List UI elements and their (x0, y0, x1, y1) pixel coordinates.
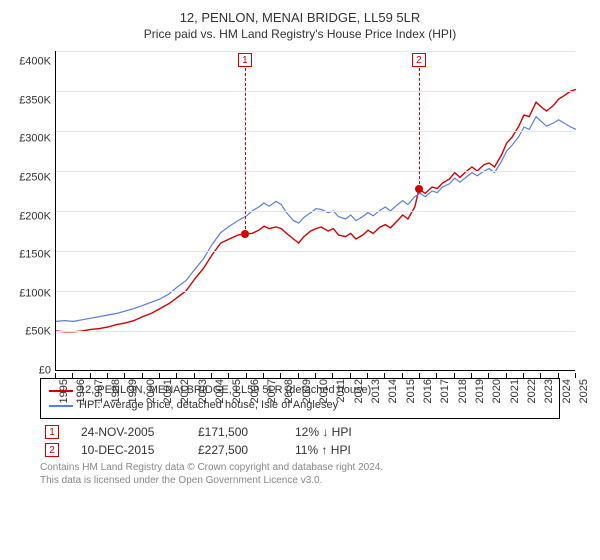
legend-label: HPI: Average price, detached house, Isle… (79, 398, 338, 413)
grid-line (56, 171, 575, 172)
chart-subtitle: Price paid vs. HM Land Registry's House … (15, 27, 585, 41)
transaction-price: £171,500 (198, 425, 273, 439)
grid-line (56, 291, 575, 292)
y-tick-label: £300K (15, 134, 55, 145)
sale-marker-dash (245, 68, 246, 234)
transaction-marker: 2 (45, 443, 59, 457)
y-tick-label: £200K (15, 211, 55, 222)
transaction-price: £227,500 (198, 443, 273, 457)
sale-marker-dot (241, 230, 249, 238)
sale-marker-box: 1 (238, 53, 252, 67)
transaction-marker: 1 (45, 425, 59, 439)
y-axis: £0£50K£100K£150K£200K£250K£300K£350K£400… (15, 51, 55, 371)
grid-line (56, 51, 575, 52)
transaction-date: 10-DEC-2015 (81, 443, 176, 457)
footer-line-1: Contains HM Land Registry data © Crown c… (40, 461, 600, 474)
sale-marker-dash (419, 68, 420, 189)
y-tick-label: £350K (15, 95, 55, 106)
grid-line (56, 211, 575, 212)
plot-area: 12 (55, 51, 575, 371)
footer-line-2: This data is licensed under the Open Gov… (40, 474, 600, 487)
transaction-pct: 11% ↑ HPI (295, 443, 375, 457)
legend: 12, PENLON, MENAI BRIDGE, LL59 5LR (deta… (40, 378, 560, 419)
legend-swatch (49, 405, 73, 407)
legend-row: 12, PENLON, MENAI BRIDGE, LL59 5LR (deta… (49, 383, 551, 398)
grid-line (56, 131, 575, 132)
y-tick-label: £250K (15, 172, 55, 183)
y-tick-label: £400K (15, 57, 55, 68)
y-tick-label: £50K (15, 327, 55, 338)
grid-line (56, 91, 575, 92)
transaction-list: 1 24-NOV-2005 £171,500 12% ↓ HPI 2 10-DEC-201… (0, 425, 600, 457)
transaction-row: 1 24-NOV-2005 £171,500 12% ↓ HPI (45, 425, 600, 439)
chart-container: £0 £50K £100K £150K £200K £250K £300K £350K £400… (15, 51, 585, 429)
y-tick-label: £100K (15, 288, 55, 299)
y-tick-label: £0 (15, 366, 55, 377)
grid-line (56, 331, 575, 332)
legend-label: 12, PENLON, MENAI BRIDGE, LL59 5LR (deta… (79, 383, 371, 398)
chart-title: 12, PENLON, MENAI BRIDGE, LL59 5LR (15, 10, 585, 25)
transaction-row: 2 10-DEC-2015 £227,500 11% ↑ HPI (45, 443, 600, 457)
sale-marker-box: 2 (412, 53, 426, 67)
footer: Contains HM Land Registry data © Crown c… (40, 461, 600, 487)
transaction-date: 24-NOV-2005 (81, 425, 176, 439)
y-tick-label: £150K (15, 250, 55, 261)
grid-line (56, 251, 575, 252)
transaction-pct: 12% ↓ HPI (295, 425, 375, 439)
sale-marker-dot (415, 185, 423, 193)
legend-swatch (49, 390, 73, 392)
legend-row: HPI: Average price, detached house, Isle… (49, 398, 551, 413)
